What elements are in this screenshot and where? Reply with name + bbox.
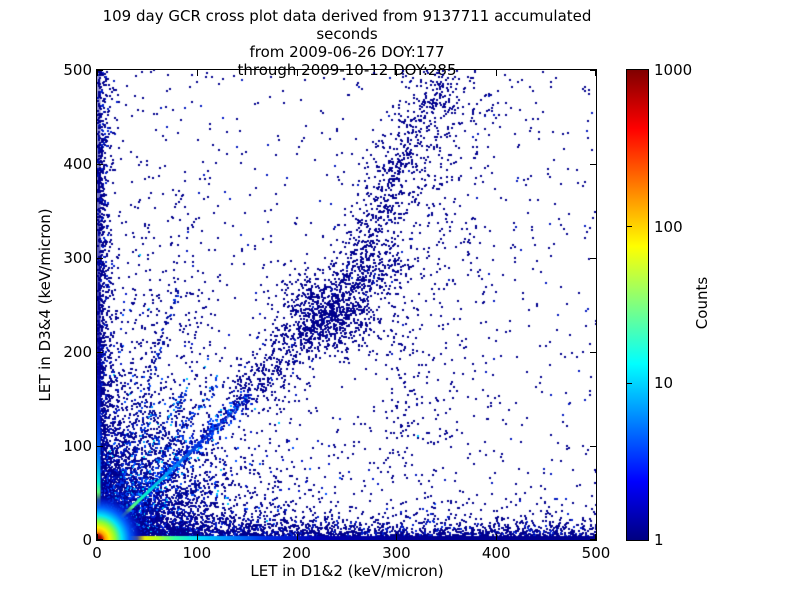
colorbar-tick-label: 1 xyxy=(654,531,664,549)
tick-mark xyxy=(97,258,103,259)
tick-mark xyxy=(590,164,596,165)
colorbar-tick-label: 100 xyxy=(654,218,683,236)
y-tick-label: 300 xyxy=(63,249,92,267)
colorbar-tick-mark xyxy=(627,383,632,384)
tick-mark xyxy=(97,70,103,71)
tick-mark xyxy=(97,446,103,447)
title-line-1: 109 day GCR cross plot data derived from… xyxy=(102,7,592,43)
colorbar-tick-mark xyxy=(627,226,632,227)
colorbar xyxy=(626,69,649,541)
y-tick-label: 100 xyxy=(63,437,92,455)
tick-mark xyxy=(590,539,596,540)
x-tick-label: 500 xyxy=(581,544,611,562)
colorbar-tick-label: 1000 xyxy=(654,61,693,79)
colorbar-tick-label: 10 xyxy=(654,374,674,392)
tick-mark xyxy=(496,70,498,76)
y-axis-label: LET in D3&4 (keV/micron) xyxy=(36,208,54,402)
x-tick-label: 0 xyxy=(92,544,102,562)
tick-mark xyxy=(97,539,103,540)
tick-mark xyxy=(97,534,98,540)
y-tick-label: 400 xyxy=(63,155,92,173)
tick-mark xyxy=(590,446,596,447)
y-tick-label: 500 xyxy=(63,61,92,79)
x-tick-label: 400 xyxy=(481,544,511,562)
tick-mark xyxy=(590,70,596,71)
tick-mark xyxy=(590,352,596,353)
colorbar-gradient xyxy=(627,70,648,540)
plot-area xyxy=(96,69,597,541)
tick-mark xyxy=(296,70,298,76)
tick-mark xyxy=(396,70,398,76)
tick-mark xyxy=(590,258,596,259)
plot-canvas xyxy=(97,70,596,540)
x-axis-label: LET in D1&2 (keV/micron) xyxy=(250,562,444,580)
colorbar-label: Counts xyxy=(693,276,711,330)
tick-mark xyxy=(196,70,198,76)
title-line-2: from 2009-06-26 DOY:177 xyxy=(249,43,445,61)
tick-mark xyxy=(595,70,596,76)
tick-mark xyxy=(97,70,98,76)
tick-mark xyxy=(196,534,198,540)
tick-mark xyxy=(296,534,298,540)
tick-mark xyxy=(396,534,398,540)
x-tick-label: 100 xyxy=(182,544,212,562)
x-tick-label: 200 xyxy=(282,544,311,562)
y-tick-label: 200 xyxy=(63,343,92,361)
tick-mark xyxy=(97,164,103,165)
y-tick-label: 0 xyxy=(82,531,92,549)
tick-mark xyxy=(496,534,498,540)
tick-mark xyxy=(97,352,103,353)
x-tick-label: 300 xyxy=(382,544,411,562)
tick-mark xyxy=(595,534,596,540)
